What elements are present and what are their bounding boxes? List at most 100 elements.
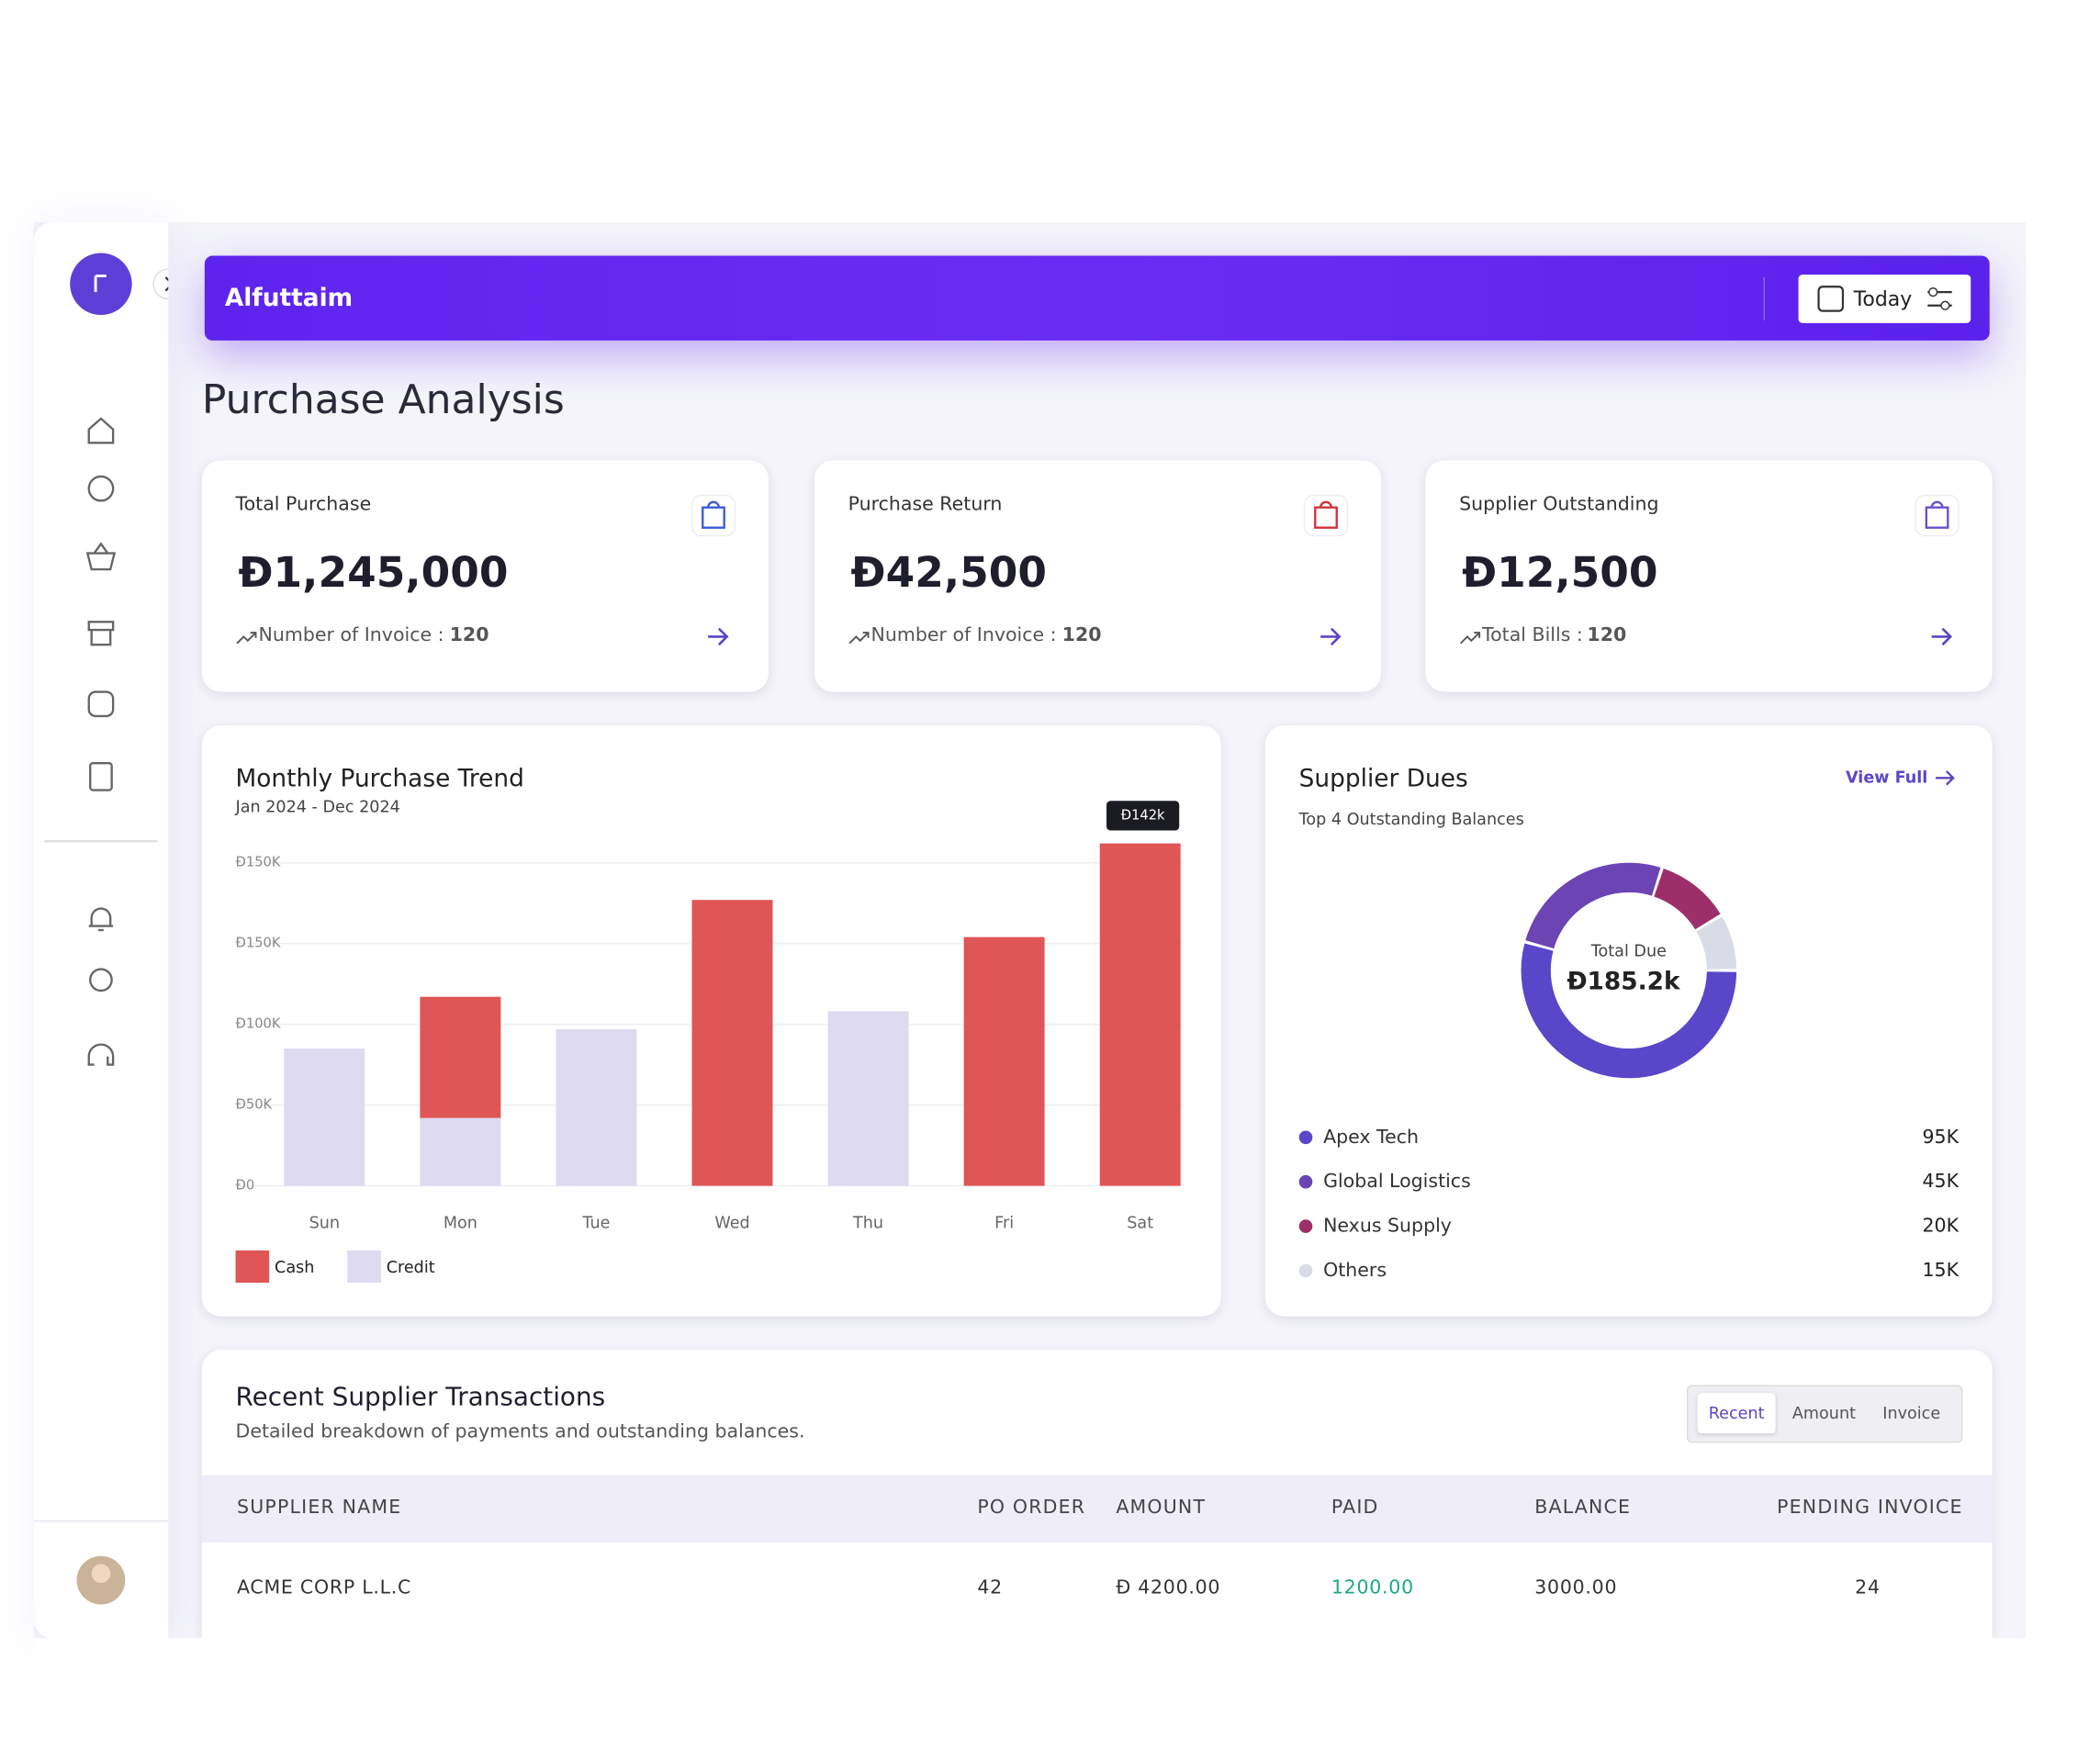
- collapse-button[interactable]: [152, 268, 169, 300]
- column-header: AMOUNT: [1116, 1497, 1207, 1519]
- table-subtitle: Detailed breakdown of payments and outst…: [235, 1421, 805, 1443]
- date-filter[interactable]: [1798, 275, 1971, 323]
- card-metric-value: 120: [1587, 624, 1627, 646]
- bar: [420, 1117, 501, 1186]
- chart-icon[interactable]: [87, 475, 115, 502]
- table-cell: 1200.00: [1331, 1577, 1414, 1599]
- table-cell: ACME CORP L.L.C: [237, 1577, 412, 1599]
- card-metric-label: Number of Invoice :: [870, 624, 1057, 646]
- page-title: Purchase Analysis: [201, 376, 565, 424]
- value-label: 15K: [1922, 1259, 1959, 1281]
- bell-icon[interactable]: [88, 907, 114, 932]
- header-divider: [1763, 276, 1765, 320]
- card-metric-value: 120: [449, 624, 489, 646]
- x-tick-label: Mon: [444, 1215, 477, 1233]
- x-tick-label: Fri: [994, 1215, 1014, 1233]
- table-cell: Ð 4200.00: [1116, 1577, 1221, 1599]
- table-title: Recent Supplier Transactions: [235, 1382, 606, 1412]
- x-tick-label: Thu: [852, 1215, 883, 1233]
- stat-card: [1425, 460, 1993, 692]
- donut-segment: [1525, 862, 1661, 949]
- logo-mark: [94, 275, 107, 293]
- card-title: Total Purchase: [235, 494, 372, 516]
- tab[interactable]: Invoice: [1882, 1404, 1941, 1423]
- date-filter-icons: [1817, 286, 1952, 312]
- column-header: PAID: [1331, 1497, 1379, 1519]
- y-tick-label: Ð0: [236, 1178, 255, 1194]
- donut-chart: Supplier Dues Top 4 Outstanding Balances V…: [1298, 765, 1960, 1281]
- legend-label: Credit: [387, 1259, 435, 1277]
- chart-title: Supplier Dues: [1299, 765, 1468, 792]
- table-cell: 42: [977, 1577, 1003, 1599]
- chart-subtitle: Jan 2024 - Dec 2024: [235, 799, 400, 817]
- tab[interactable]: Amount: [1791, 1404, 1856, 1423]
- bar: [1099, 843, 1181, 1186]
- bag-icon: [702, 500, 725, 529]
- tooltip-bg: [1106, 801, 1180, 831]
- table-cell: 24: [1855, 1577, 1881, 1599]
- basket-icon[interactable]: [85, 542, 117, 571]
- bar: [556, 1028, 637, 1186]
- calendar-icon: [1817, 286, 1845, 312]
- trend-icon: [848, 632, 870, 645]
- tooltip: Ð142k: [1121, 807, 1165, 823]
- legend-label: Apex Tech: [1323, 1126, 1419, 1148]
- logo[interactable]: [70, 252, 132, 316]
- value-label: 45K: [1922, 1170, 1959, 1192]
- bottom-fade: [33, 1638, 2100, 1761]
- card-icons: [848, 494, 1349, 646]
- book-icon[interactable]: [89, 762, 113, 791]
- legend-label: Cash: [275, 1259, 314, 1277]
- active-tab-bg: [1697, 1393, 1776, 1434]
- x-tick-label: Wed: [714, 1215, 749, 1233]
- y-tick-label: Ð100K: [236, 1016, 281, 1032]
- legend-label: Global Logistics: [1323, 1170, 1471, 1192]
- chart-title: Monthly Purchase Trend: [236, 765, 524, 792]
- home-icon[interactable]: [87, 417, 115, 444]
- column-header: SUPPLIER NAME: [237, 1497, 402, 1519]
- discount-icon[interactable]: [87, 690, 115, 718]
- bar-chart: Monthly Purchase Trend Jan 2024 - Dec 202…: [235, 765, 1185, 1284]
- table-header: [201, 1475, 1993, 1543]
- card-icons: [1459, 494, 1960, 646]
- legend-label: Nexus Supply: [1323, 1215, 1452, 1237]
- donut-segment: [1696, 916, 1737, 970]
- card-arrow[interactable]: [708, 627, 729, 646]
- header-bar: [204, 255, 1990, 341]
- filter-knob: [1928, 286, 1938, 297]
- column-header: PO ORDER: [977, 1497, 1086, 1519]
- chart-subtitle: Top 4 Outstanding Balances: [1298, 811, 1524, 829]
- archive-icon[interactable]: [87, 621, 115, 646]
- view-full-link[interactable]: View Full: [1846, 768, 1927, 787]
- card-arrow[interactable]: [1931, 627, 1953, 646]
- card-icons: [236, 494, 736, 646]
- company-name: Alfuttaim: [224, 284, 354, 313]
- card-arrow[interactable]: [1320, 627, 1342, 646]
- legend-dot: [1298, 1174, 1313, 1189]
- stat-card: [814, 460, 1382, 692]
- tab[interactable]: Recent: [1708, 1404, 1765, 1423]
- bar: [420, 996, 501, 1118]
- donut-center-label: Total Due: [1590, 942, 1667, 960]
- card-metric-label: Number of Invoice :: [258, 624, 444, 646]
- support-icon[interactable]: [87, 1043, 115, 1066]
- card-value: Ð1,245,000: [238, 549, 509, 598]
- bar: [284, 1049, 365, 1186]
- donut-segment: [1521, 943, 1737, 1079]
- bag-icon: [1925, 500, 1949, 529]
- card-metric-label: Total Bills :: [1482, 624, 1583, 646]
- date-filter-label: Today: [1853, 286, 1913, 311]
- settings-icon[interactable]: [89, 968, 113, 993]
- legend-label: Others: [1323, 1259, 1387, 1281]
- legend-swatch: [347, 1250, 381, 1284]
- card-metric-value: 120: [1061, 624, 1102, 646]
- filter-knob: [1940, 300, 1950, 310]
- view-full-arrow: [1936, 770, 1955, 786]
- x-tick-label: Tue: [581, 1215, 610, 1233]
- sidebar-icons: [33, 252, 169, 1605]
- y-tick-label: Ð150K: [236, 936, 281, 951]
- legend-dot: [1298, 1219, 1313, 1233]
- legend-dot: [1298, 1130, 1313, 1145]
